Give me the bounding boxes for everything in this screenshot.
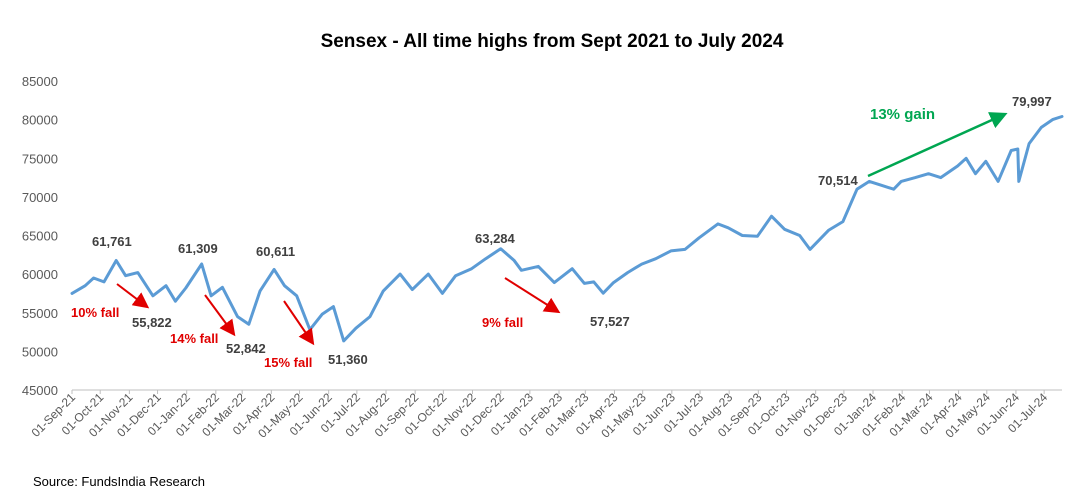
y-tick-label: 85000 [22, 74, 58, 89]
y-tick-label: 45000 [22, 383, 58, 398]
trough-label-2: 52,842 [226, 341, 266, 356]
fall-arrow-3 [283, 300, 315, 346]
peak-label-1: 61,761 [92, 234, 132, 249]
fall-label-3: 15% fall [264, 355, 312, 370]
sensex-chart: Sensex - All time highs from Sept 2021 t… [22, 31, 1064, 441]
peak-label-2: 61,309 [178, 241, 218, 256]
value-label-70514: 70,514 [818, 173, 859, 188]
gain-label: 13% gain [870, 106, 935, 123]
gain-arrow [867, 112, 1008, 178]
y-tick-label: 75000 [22, 151, 58, 166]
fall-label-4: 9% fall [482, 315, 523, 330]
y-axis: 85000 80000 75000 70000 65000 60000 55000 50000… [22, 74, 58, 398]
y-tick-label: 60000 [22, 267, 58, 282]
trough-label-4: 57,527 [590, 314, 630, 329]
peak-label-4: 63,284 [475, 231, 516, 246]
fall-arrow-2 [204, 294, 236, 337]
trough-label-3: 51,360 [328, 352, 368, 367]
x-axis: 01-Sep-2101-Oct-2101-Nov-2101-Dec-2101-J… [29, 390, 1051, 441]
trough-label-1: 55,822 [132, 315, 172, 330]
y-tick-label: 70000 [22, 190, 58, 205]
source-note: Source: FundsIndia Research [33, 474, 205, 489]
y-tick-label: 55000 [22, 306, 58, 321]
fall-arrow-4 [504, 277, 561, 314]
peak-label-3: 60,611 [256, 244, 295, 259]
fall-label-1: 10% fall [71, 305, 119, 320]
y-tick-label: 65000 [22, 229, 58, 244]
series-line [70, 115, 1064, 343]
y-tick-label: 50000 [22, 344, 58, 359]
chart-title: Sensex - All time highs from Sept 2021 t… [321, 31, 784, 52]
fall-arrow-1 [116, 283, 150, 309]
value-label-79997: 79,997 [1012, 94, 1052, 109]
y-tick-label: 80000 [22, 113, 58, 128]
fall-label-2: 14% fall [170, 331, 218, 346]
